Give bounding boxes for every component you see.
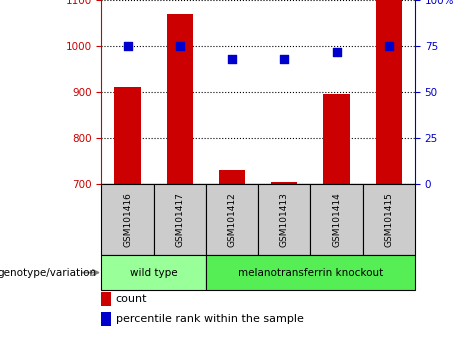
Text: GSM101413: GSM101413 [280, 192, 289, 247]
Bar [363, 184, 415, 255]
Bar [154, 184, 206, 255]
Bar [206, 184, 258, 255]
Bar [101, 312, 111, 326]
Text: GSM101417: GSM101417 [175, 192, 184, 247]
Text: GSM101416: GSM101416 [123, 192, 132, 247]
Point [228, 56, 236, 62]
Text: GSM101415: GSM101415 [384, 192, 393, 247]
Bar [219, 170, 245, 184]
Text: genotype/variation: genotype/variation [0, 268, 97, 278]
Text: wild type: wild type [130, 268, 177, 278]
Bar [324, 95, 349, 184]
Text: melanotransferrin knockout: melanotransferrin knockout [238, 268, 383, 278]
Text: GSM101414: GSM101414 [332, 192, 341, 247]
Text: GSM101412: GSM101412 [228, 192, 236, 247]
Point [124, 43, 131, 49]
Point [385, 43, 392, 49]
Bar [271, 182, 297, 184]
Point [176, 43, 183, 49]
Bar [114, 87, 141, 184]
Text: percentile rank within the sample: percentile rank within the sample [116, 314, 303, 324]
Bar [101, 184, 154, 255]
Bar [101, 255, 206, 290]
Bar [101, 292, 111, 306]
Bar [310, 184, 363, 255]
Point [281, 56, 288, 62]
Bar [258, 184, 310, 255]
Point [333, 49, 340, 55]
Bar [167, 14, 193, 184]
Bar [376, 0, 402, 184]
Text: count: count [116, 294, 147, 304]
Bar [206, 255, 415, 290]
